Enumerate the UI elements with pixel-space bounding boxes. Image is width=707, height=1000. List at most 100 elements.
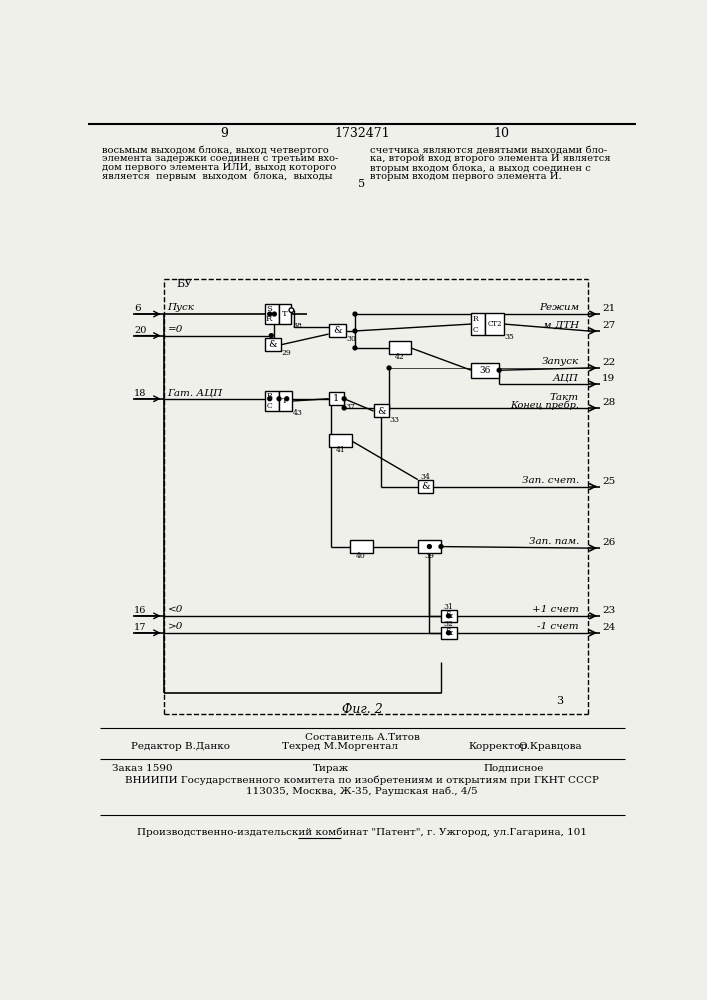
Text: Редактор В.Данко: Редактор В.Данко xyxy=(131,742,230,751)
Text: 34: 34 xyxy=(421,473,431,481)
Text: АЦП: АЦП xyxy=(553,373,579,382)
Text: Зап. счет.: Зап. счет. xyxy=(522,476,579,485)
Bar xyxy=(265,391,279,411)
Text: 3: 3 xyxy=(556,696,563,706)
Circle shape xyxy=(277,397,281,401)
Text: 40: 40 xyxy=(356,552,366,560)
Text: 1: 1 xyxy=(333,394,339,403)
Bar xyxy=(329,392,344,405)
Text: 17: 17 xyxy=(134,623,146,632)
Text: О.Кравцова: О.Кравцова xyxy=(518,742,582,751)
Text: R: R xyxy=(473,315,479,323)
Text: 41: 41 xyxy=(335,446,345,454)
Text: 10: 10 xyxy=(493,127,510,140)
Bar xyxy=(472,313,485,335)
Circle shape xyxy=(289,308,293,312)
Circle shape xyxy=(285,397,288,401)
Text: +1 счет: +1 счет xyxy=(532,605,579,614)
Text: 19: 19 xyxy=(602,374,616,383)
Text: 28: 28 xyxy=(602,398,616,407)
Text: вторым входом блока, а выход соединен с: вторым входом блока, а выход соединен с xyxy=(370,163,590,173)
Text: Производственно-издательский комбинат "Патент", г. Ужгород, ул.Гагарина, 101: Производственно-издательский комбинат "П… xyxy=(137,828,587,837)
Text: ка, второй вход второго элемента И является: ка, второй вход второго элемента И являе… xyxy=(370,154,610,163)
Circle shape xyxy=(387,366,391,370)
Text: Заказ 1590: Заказ 1590 xyxy=(112,764,173,773)
Text: 20: 20 xyxy=(134,326,146,335)
Bar xyxy=(389,341,411,354)
Text: T: T xyxy=(282,310,288,318)
Text: 16: 16 xyxy=(134,606,146,615)
Text: &: & xyxy=(421,482,430,491)
Text: Такт: Такт xyxy=(550,393,579,402)
Text: 43: 43 xyxy=(293,409,303,417)
Bar xyxy=(349,540,373,553)
Text: 25: 25 xyxy=(602,477,616,486)
Circle shape xyxy=(272,312,276,316)
Bar xyxy=(441,627,457,639)
Text: м ДТН: м ДТН xyxy=(543,320,579,329)
Text: является  первым  выходом  блока,  выходы: является первым выходом блока, выходы xyxy=(103,172,333,181)
Text: 42: 42 xyxy=(395,353,405,361)
Bar xyxy=(329,434,352,447)
Text: дом первого элемента ИЛИ, выход которого: дом первого элемента ИЛИ, выход которого xyxy=(103,163,337,172)
Text: C: C xyxy=(473,326,479,334)
Bar xyxy=(279,304,291,324)
Circle shape xyxy=(342,406,346,410)
Text: Тираж: Тираж xyxy=(313,764,349,773)
Text: ВНИИПИ Государственного комитета по изобретениям и открытиям при ГКНТ СССР: ВНИИПИ Государственного комитета по изоб… xyxy=(125,775,599,785)
Text: элемента задержки соединен с третьим вхо-: элемента задержки соединен с третьим вхо… xyxy=(103,154,339,163)
Text: 24: 24 xyxy=(602,623,616,632)
Text: восьмым выходом блока, выход четвертого: восьмым выходом блока, выход четвертого xyxy=(103,145,329,155)
Circle shape xyxy=(428,545,431,549)
Text: 6: 6 xyxy=(134,304,141,313)
Circle shape xyxy=(447,631,450,635)
Text: &: & xyxy=(445,611,453,620)
Text: &: & xyxy=(377,407,386,416)
Text: Конец пребр.: Конец пребр. xyxy=(510,401,579,410)
Bar xyxy=(418,540,441,553)
Text: 30: 30 xyxy=(346,335,356,343)
Text: 18: 18 xyxy=(134,389,146,398)
Circle shape xyxy=(268,397,271,401)
Text: 32: 32 xyxy=(444,620,454,628)
Text: Составитель А.Титов: Составитель А.Титов xyxy=(305,733,419,742)
Bar xyxy=(329,324,346,337)
Text: T: T xyxy=(282,397,288,405)
Circle shape xyxy=(497,368,501,372)
Text: 26: 26 xyxy=(602,538,616,547)
Text: Подписное: Подписное xyxy=(484,764,544,773)
Circle shape xyxy=(439,545,443,549)
Text: 37: 37 xyxy=(345,403,355,411)
Circle shape xyxy=(447,614,450,618)
Circle shape xyxy=(353,346,357,350)
Text: 31: 31 xyxy=(444,603,454,611)
Text: вторым входом первого элемента И.: вторым входом первого элемента И. xyxy=(370,172,561,181)
Text: Пуск: Пуск xyxy=(168,303,194,312)
Text: 35: 35 xyxy=(505,333,515,341)
Text: 36: 36 xyxy=(479,366,491,375)
Circle shape xyxy=(342,397,346,401)
Text: S: S xyxy=(266,305,272,313)
Text: Техред М.Моргентал: Техред М.Моргентал xyxy=(282,742,398,751)
Text: R: R xyxy=(266,315,272,323)
Text: 113035, Москва, Ж-35, Раушская наб., 4/5: 113035, Москва, Ж-35, Раушская наб., 4/5 xyxy=(246,787,478,796)
Bar xyxy=(265,338,281,351)
Text: Фиг. 2: Фиг. 2 xyxy=(341,703,382,716)
Circle shape xyxy=(269,334,273,338)
Text: -1 счет: -1 счет xyxy=(537,622,579,631)
Bar xyxy=(279,391,292,411)
Bar xyxy=(265,304,279,324)
Text: Зап. пам.: Зап. пам. xyxy=(529,537,579,546)
Text: Режим: Режим xyxy=(539,303,579,312)
Text: 1732471: 1732471 xyxy=(334,127,390,140)
Text: Запуск: Запуск xyxy=(542,357,579,366)
Circle shape xyxy=(353,329,357,333)
Text: БУ: БУ xyxy=(176,279,192,289)
Text: 27: 27 xyxy=(602,321,616,330)
Bar xyxy=(472,363,499,378)
Text: >0: >0 xyxy=(168,622,183,631)
Text: 9: 9 xyxy=(220,127,228,140)
Text: <0: <0 xyxy=(168,605,183,614)
Text: Гат. АЦП: Гат. АЦП xyxy=(168,388,223,397)
Circle shape xyxy=(353,312,357,316)
